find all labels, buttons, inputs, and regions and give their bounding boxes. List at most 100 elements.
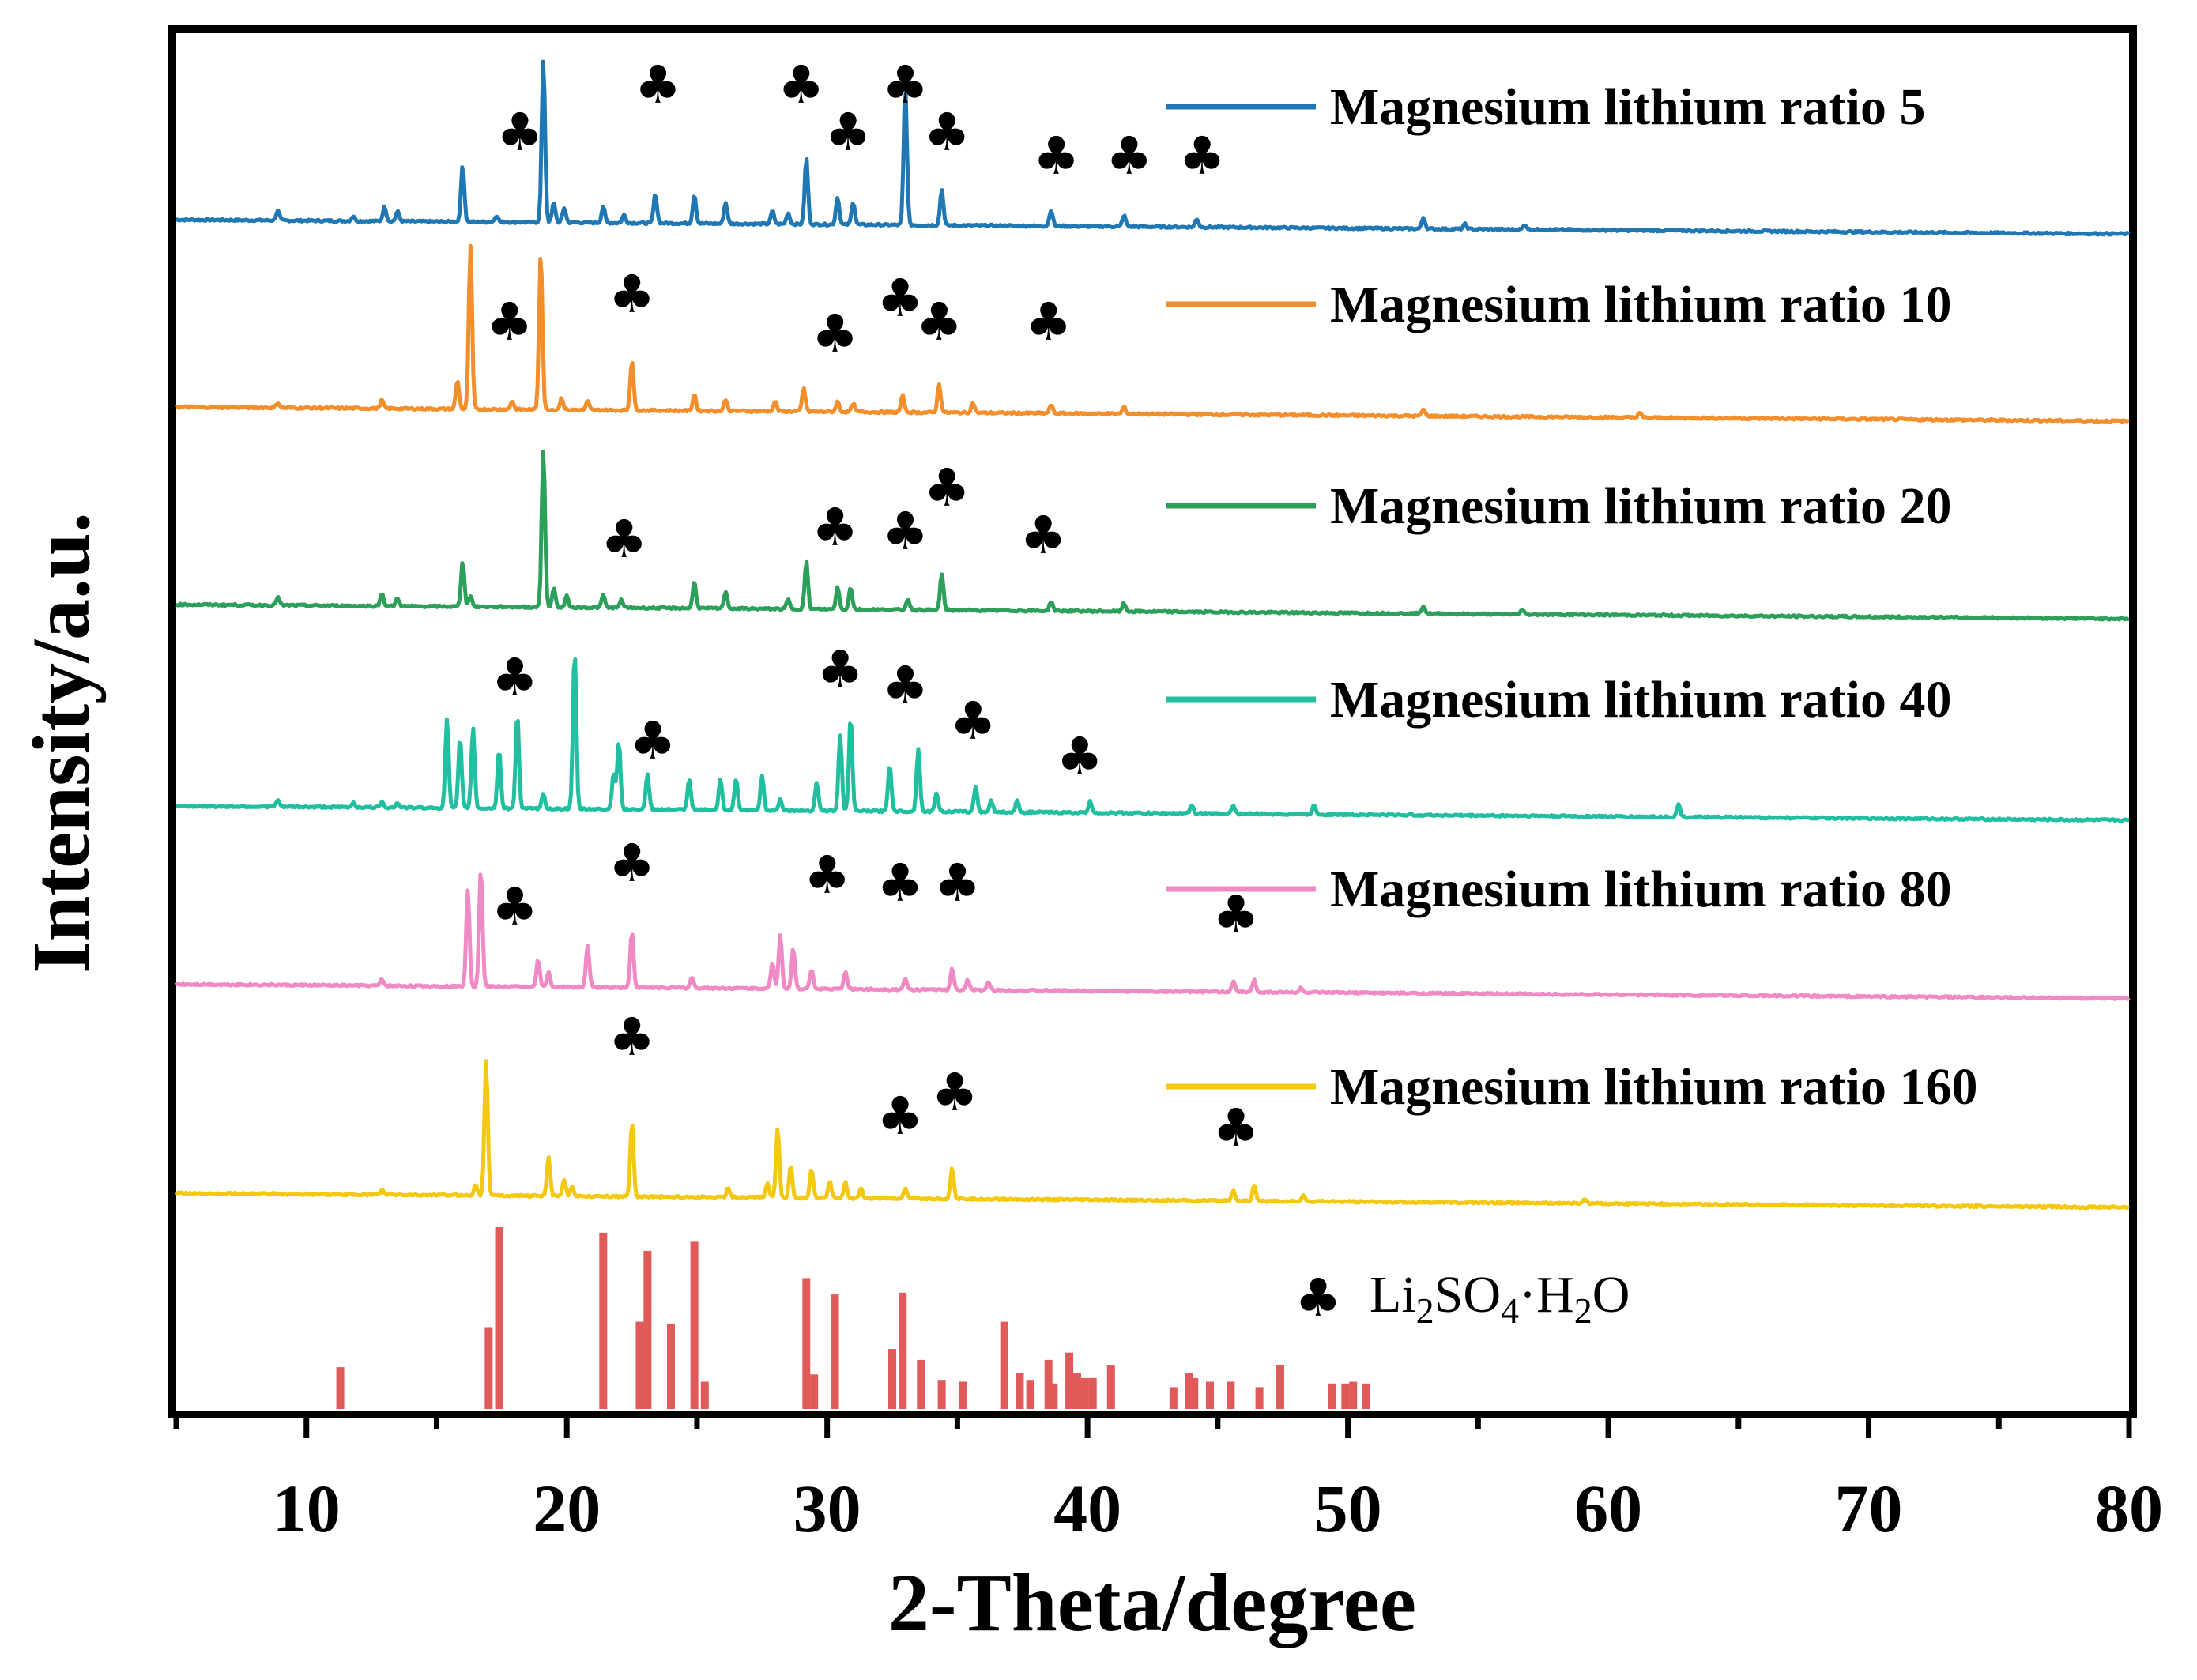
series-lines	[175, 59, 2131, 1211]
legend-label: Magnesium lithium ratio 40	[1330, 671, 1952, 729]
li2so4-peak-marker: ♣	[876, 268, 923, 329]
x-tick-label: 40	[1053, 1471, 1121, 1546]
reference-peak-bar	[1088, 1377, 1097, 1409]
li2so4-peak-marker: ♣	[924, 102, 970, 163]
reference-peak-bar	[700, 1381, 709, 1409]
li2so4-peak-marker: ♣	[492, 647, 538, 708]
reference-peak-bar	[1016, 1373, 1024, 1409]
series-line	[175, 450, 2130, 622]
li2so4-peak-marker: ♣	[934, 853, 981, 913]
reference-legend-marker: ♣	[1294, 1268, 1341, 1328]
li2so4-peak-marker: ♣	[609, 1007, 655, 1068]
reference-peak-bar	[1328, 1383, 1336, 1409]
reference-peak-bar	[1000, 1321, 1008, 1409]
li2so4-peak-marker: ♣	[1033, 126, 1080, 186]
li2so4-peak-marker: ♣	[635, 55, 681, 115]
li2so4-peak-marker: ♣	[812, 497, 858, 558]
legend: Magnesium lithium ratio 5 Magnesium lithi…	[1166, 78, 1978, 1116]
reference-peak-bar	[495, 1227, 503, 1409]
li2so4-peak-marker: ♣	[609, 264, 655, 325]
reference-peak-bar	[1276, 1365, 1284, 1409]
x-tick-label: 80	[2095, 1471, 2163, 1546]
li2so4-peak-marker: ♣	[824, 102, 871, 163]
li2so4-peak-marker: ♣	[950, 691, 997, 751]
li2so4-peak-marker: ♣	[1025, 292, 1072, 352]
series-line	[175, 59, 2131, 237]
li2so4-peak-marker: ♣	[817, 639, 864, 700]
x-tick-label: 30	[793, 1471, 861, 1546]
reference-legend: ♣ Li2SO4·H2O	[1294, 1266, 1630, 1331]
li2so4-peak-marker: ♣	[932, 1062, 978, 1123]
li2so4-peak-marker: ♣	[876, 1086, 923, 1147]
li2so4-peak-marker: ♣	[629, 710, 676, 771]
reference-peak-bar	[1080, 1377, 1089, 1409]
reference-peak-bar	[917, 1359, 925, 1409]
reference-peak-bar	[1065, 1352, 1074, 1409]
x-axis-title: 2-Theta/degree	[888, 1558, 1416, 1648]
li2so4-peak-marker: ♣	[1020, 505, 1067, 566]
li2so4-peak-marker: ♣	[882, 501, 929, 562]
series-line	[175, 657, 2130, 823]
reference-peak-bar	[958, 1381, 967, 1409]
legend-label: Magnesium lithium ratio 5	[1330, 78, 1926, 136]
x-tick-label: 60	[1574, 1471, 1642, 1546]
li2so4-peak-marker: ♣	[486, 292, 533, 352]
reference-peak-bar	[1190, 1377, 1199, 1409]
reference-peak-bar	[1072, 1373, 1081, 1409]
li2so4-peak-marker: ♣	[778, 55, 824, 115]
reference-peak-bar	[336, 1367, 345, 1409]
li2so4-peak-marker: ♣	[609, 833, 655, 894]
reference-peak-bar	[1026, 1380, 1034, 1409]
reference-peak-bar	[599, 1232, 608, 1409]
reference-peak-bar	[1185, 1373, 1193, 1409]
li2so4-peak-marker: ♣	[882, 55, 929, 115]
legend-label: Magnesium lithium ratio 20	[1330, 477, 1952, 535]
legend-label: Magnesium lithium ratio 10	[1330, 276, 1952, 333]
reference-peak-bar	[810, 1374, 819, 1409]
li2so4-peak-marker: ♣	[882, 655, 929, 716]
reference-peak-bar	[1227, 1381, 1235, 1409]
li2so4-peak-marker: ♣	[916, 292, 963, 352]
li2so4-peak-marker: ♣	[1212, 884, 1259, 945]
x-tick-label: 10	[273, 1471, 341, 1546]
reference-peak-bar	[1169, 1387, 1178, 1409]
reference-peak-bar	[1050, 1383, 1058, 1409]
li2so4-peak-marker: ♣	[804, 845, 850, 906]
reference-peak-bar	[802, 1278, 811, 1409]
li2so4-peak-marker: ♣	[1179, 126, 1226, 186]
series-line	[175, 243, 2130, 424]
li2so4-peak-marker: ♣	[812, 303, 858, 364]
reference-peak-bar	[1341, 1383, 1350, 1409]
x-tick-label: 20	[533, 1471, 601, 1546]
li2so4-peak-marker: ♣	[1057, 726, 1103, 787]
series-line	[175, 1059, 2130, 1211]
li2so4-peak-marker: ♣	[601, 509, 647, 570]
peak-markers: ♣♣ ♣♣♣♣ ♣ ♣ ♣♣ ♣♣♣♣ ♣♣ ♣ ♣♣♣♣♣♣ ♣♣♣♣♣ ♣ ♣ ♣♣♣♣ ♣♣	[486, 55, 1259, 1158]
reference-peak-bar	[888, 1349, 897, 1409]
reference-peak-bar	[937, 1380, 946, 1409]
reference-peak-bar	[1255, 1387, 1264, 1409]
reference-peak-bar	[484, 1327, 493, 1409]
reference-legend-label: Li2SO4·H2O	[1370, 1266, 1630, 1331]
reference-peak-bar	[831, 1294, 839, 1409]
reference-peak-bar	[666, 1323, 675, 1409]
reference-peak-bar	[1362, 1383, 1370, 1409]
reference-peak-bar	[1106, 1365, 1115, 1409]
y-axis-title: Intensity/a.u.	[16, 512, 107, 974]
reference-peak-bar	[690, 1241, 699, 1409]
li2so4-peak-marker: ♣	[496, 102, 543, 163]
x-axis: 10 20 30 40 50 60 70 80	[173, 1414, 2163, 1546]
reference-peak-bar	[635, 1321, 644, 1409]
x-tick-label: 70	[1835, 1471, 1903, 1546]
series-line	[175, 872, 2131, 1001]
li2so4-peak-marker: ♣	[1212, 1098, 1259, 1158]
li2so4-peak-marker: ♣	[924, 458, 970, 518]
li2so4-peak-marker: ♣	[492, 876, 538, 937]
reference-peak-bar	[1349, 1381, 1358, 1409]
li2so4-peak-marker: ♣	[876, 853, 923, 913]
legend-label: Magnesium lithium ratio 80	[1330, 861, 1952, 918]
reference-peak-bar	[1205, 1381, 1214, 1409]
li2so4-peak-marker: ♣	[1106, 126, 1152, 186]
legend-label: Magnesium lithium ratio 160	[1330, 1058, 1978, 1116]
